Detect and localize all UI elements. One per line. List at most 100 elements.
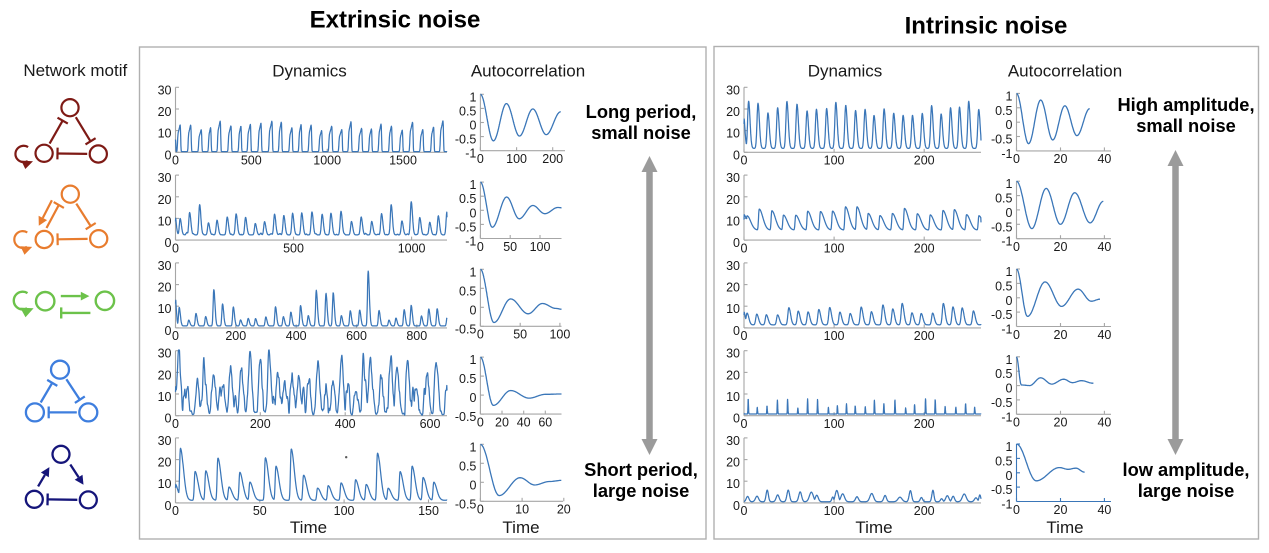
svg-text:20: 20 — [726, 281, 740, 295]
svg-text:0: 0 — [1013, 240, 1020, 254]
svg-text:0: 0 — [172, 241, 179, 255]
svg-text:30: 30 — [158, 171, 172, 185]
svg-text:10: 10 — [158, 127, 172, 141]
svg-text:0.5: 0.5 — [459, 192, 476, 206]
svg-text:High amplitude,: High amplitude, — [1117, 94, 1254, 115]
svg-text:20: 20 — [726, 456, 740, 470]
svg-text:Autocorrelation: Autocorrelation — [1008, 61, 1122, 80]
svg-text:100: 100 — [824, 154, 845, 168]
svg-text:0: 0 — [733, 236, 740, 250]
svg-text:0: 0 — [733, 148, 740, 162]
svg-text:40: 40 — [1097, 416, 1111, 430]
svg-text:0.5: 0.5 — [459, 459, 476, 473]
svg-text:0: 0 — [1013, 152, 1020, 166]
svg-text:Time: Time — [1046, 518, 1083, 537]
svg-text:10: 10 — [158, 390, 172, 404]
svg-text:0: 0 — [1006, 206, 1013, 220]
svg-text:20: 20 — [557, 503, 571, 517]
svg-text:10: 10 — [158, 477, 172, 491]
svg-text:10: 10 — [158, 302, 172, 316]
svg-text:40: 40 — [1097, 152, 1111, 166]
svg-text:150: 150 — [418, 504, 439, 518]
svg-text:200: 200 — [914, 417, 935, 431]
svg-text:Network motif: Network motif — [23, 61, 127, 80]
svg-text:1000: 1000 — [313, 154, 341, 168]
svg-text:0: 0 — [741, 504, 748, 518]
svg-text:Autocorrelation: Autocorrelation — [471, 61, 585, 80]
svg-text:20: 20 — [495, 415, 509, 429]
svg-text:0.5: 0.5 — [459, 372, 476, 386]
svg-text:-1: -1 — [1001, 410, 1012, 424]
svg-text:-1: -1 — [1001, 498, 1012, 512]
svg-text:0.5: 0.5 — [459, 284, 476, 298]
svg-text:50: 50 — [253, 504, 267, 518]
svg-text:40: 40 — [517, 415, 531, 429]
svg-text:40: 40 — [1097, 503, 1111, 517]
svg-text:1: 1 — [1006, 440, 1013, 454]
svg-text:-1: -1 — [465, 235, 476, 249]
svg-text:100: 100 — [824, 417, 845, 431]
svg-text:0: 0 — [733, 412, 740, 426]
svg-text:200: 200 — [914, 154, 935, 168]
svg-text:Long period,: Long period, — [586, 101, 697, 122]
svg-text:200: 200 — [914, 241, 935, 255]
svg-text:-0.5: -0.5 — [991, 133, 1013, 147]
svg-text:large noise: large noise — [1138, 480, 1235, 501]
svg-text:10: 10 — [158, 214, 172, 228]
svg-text:40: 40 — [1097, 328, 1111, 342]
svg-text:Time: Time — [502, 518, 539, 537]
svg-text:100: 100 — [824, 504, 845, 518]
svg-text:200: 200 — [542, 152, 563, 166]
svg-text:0: 0 — [469, 478, 476, 492]
svg-text:100: 100 — [824, 241, 845, 255]
svg-text:200: 200 — [250, 417, 271, 431]
svg-text:0: 0 — [469, 391, 476, 405]
svg-text:0.5: 0.5 — [995, 367, 1012, 381]
svg-text:600: 600 — [346, 329, 367, 343]
svg-text:0: 0 — [1013, 328, 1020, 342]
svg-text:20: 20 — [158, 368, 172, 382]
svg-text:0: 0 — [741, 329, 748, 343]
svg-text:1: 1 — [469, 353, 476, 367]
svg-text:0: 0 — [172, 504, 179, 518]
svg-text:30: 30 — [726, 259, 740, 273]
svg-text:0: 0 — [1006, 294, 1013, 308]
svg-text:30: 30 — [726, 434, 740, 448]
svg-text:10: 10 — [726, 127, 740, 141]
svg-text:10: 10 — [726, 390, 740, 404]
svg-text:1: 1 — [469, 90, 476, 104]
svg-text:0: 0 — [741, 154, 748, 168]
svg-text:0: 0 — [741, 417, 748, 431]
svg-text:0: 0 — [165, 236, 172, 250]
svg-text:0: 0 — [172, 329, 179, 343]
svg-text:100: 100 — [506, 152, 527, 166]
svg-text:1: 1 — [1006, 265, 1013, 279]
svg-text:1: 1 — [1006, 353, 1013, 367]
svg-text:-1: -1 — [1001, 323, 1012, 337]
svg-text:0: 0 — [1013, 503, 1020, 517]
svg-text:10: 10 — [515, 503, 529, 517]
svg-text:30: 30 — [158, 259, 172, 273]
svg-text:30: 30 — [726, 347, 740, 361]
svg-text:30: 30 — [726, 83, 740, 97]
svg-text:20: 20 — [726, 193, 740, 207]
svg-text:small noise: small noise — [1136, 115, 1236, 136]
svg-text:20: 20 — [726, 105, 740, 119]
svg-text:-1: -1 — [465, 147, 476, 161]
svg-text:10: 10 — [726, 302, 740, 316]
svg-text:-0.5: -0.5 — [991, 396, 1013, 410]
svg-text:0: 0 — [165, 499, 172, 513]
svg-text:-0.5: -0.5 — [991, 220, 1013, 234]
svg-text:0.5: 0.5 — [995, 454, 1012, 468]
svg-text:20: 20 — [1054, 328, 1068, 342]
svg-text:400: 400 — [335, 417, 356, 431]
svg-text:-0.5: -0.5 — [455, 410, 477, 424]
svg-text:0: 0 — [1006, 469, 1013, 483]
svg-text:0: 0 — [477, 240, 484, 254]
svg-text:1: 1 — [1006, 89, 1013, 103]
svg-text:0: 0 — [1006, 118, 1013, 132]
svg-text:0: 0 — [469, 303, 476, 317]
svg-text:40: 40 — [1097, 240, 1111, 254]
svg-text:Dynamics: Dynamics — [272, 61, 347, 80]
svg-text:-0.5: -0.5 — [991, 308, 1013, 322]
